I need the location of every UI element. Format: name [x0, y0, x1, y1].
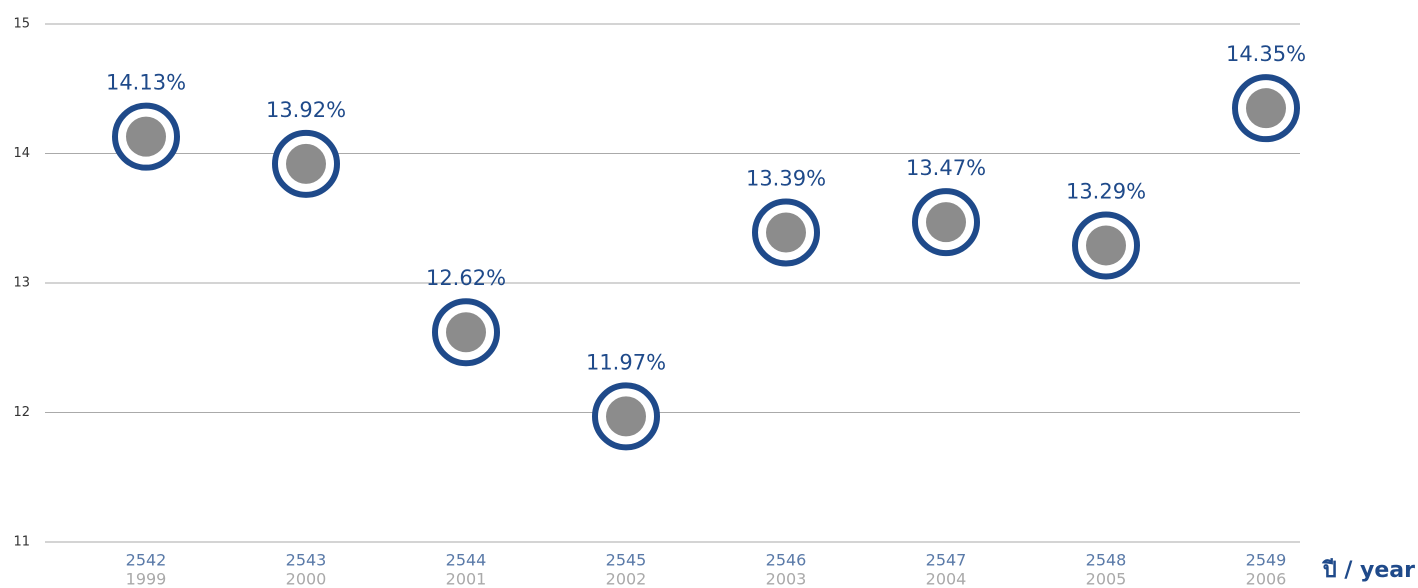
- x-tick-label-secondary: 2001: [446, 570, 487, 588]
- x-tick-label: 2542: [126, 551, 167, 570]
- marker: [1086, 225, 1126, 266]
- data-label: 13.39%: [746, 166, 826, 190]
- y-tick-label: 12: [13, 405, 30, 420]
- y-tick-label: 15: [13, 17, 30, 32]
- x-tick-label: 2544: [446, 551, 487, 570]
- data-label: 13.29%: [1066, 179, 1146, 203]
- y-tick-label: 13: [13, 276, 30, 291]
- data-label: 13.47%: [906, 156, 986, 180]
- x-tick-label-secondary: 2006: [1246, 570, 1287, 588]
- data-label: 14.13%: [106, 71, 186, 95]
- x-tick-label: 2543: [286, 551, 327, 570]
- marker: [766, 212, 806, 253]
- x-tick-label-secondary: 2003: [766, 570, 807, 588]
- marker: [126, 116, 166, 157]
- x-tick-label: 2547: [926, 551, 967, 570]
- x-tick-label-secondary: 2004: [926, 570, 967, 588]
- x-tick-label: 2548: [1086, 551, 1127, 570]
- marker: [926, 202, 966, 243]
- y-tick-label: 14: [13, 146, 30, 161]
- x-tick-label: 2549: [1246, 551, 1287, 570]
- x-axis-label: ปี / year: [1322, 558, 1416, 583]
- x-tick-label: 2546: [766, 551, 807, 570]
- x-tick-label-secondary: 1999: [126, 570, 167, 588]
- data-label: 12.62%: [426, 266, 506, 290]
- y-tick-label: 11: [13, 535, 30, 550]
- data-label: 11.97%: [586, 350, 666, 374]
- x-tick-label-secondary: 2002: [606, 570, 647, 588]
- data-label: 13.92%: [266, 98, 346, 122]
- marker: [1246, 88, 1286, 129]
- marker: [446, 312, 486, 353]
- x-tick-label-secondary: 2000: [286, 570, 327, 588]
- data-label: 14.35%: [1226, 42, 1306, 66]
- marker: [286, 143, 326, 184]
- marker: [606, 396, 646, 437]
- x-tick-label: 2545: [606, 551, 647, 570]
- x-tick-label-secondary: 2005: [1086, 570, 1127, 588]
